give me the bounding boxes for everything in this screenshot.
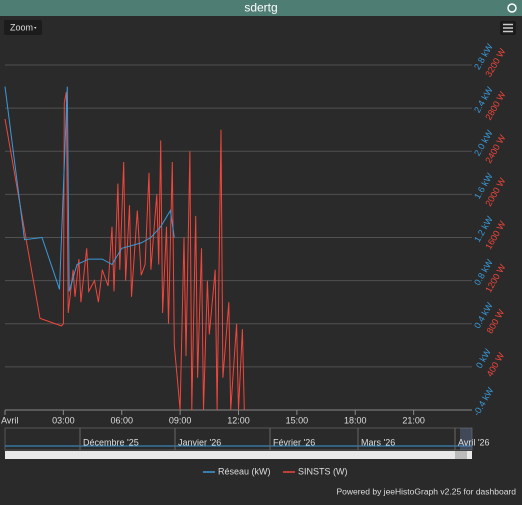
zoom-label: Zoom — [10, 22, 33, 32]
series-line — [4, 91, 245, 411]
navigator-label: Janvier '26 — [178, 437, 221, 447]
zoom-button[interactable]: Zoom — [4, 20, 42, 35]
widget-title: sdertg — [244, 1, 277, 15]
navigator-label: Avril '26 — [458, 437, 490, 447]
x-tick-label: 15:00 — [286, 415, 309, 425]
x-tick-label: 12:00 — [227, 415, 250, 425]
x-tick-label: 21:00 — [402, 415, 425, 425]
x-tick-label: 06:00 — [110, 415, 133, 425]
navigator-label: Mars '26 — [361, 437, 395, 447]
x-tick-label: 09:00 — [169, 415, 192, 425]
menu-button[interactable] — [500, 21, 516, 35]
navigator[interactable] — [4, 427, 473, 451]
series-line — [4, 86, 175, 292]
legend-label: SINSTS (W) — [298, 466, 348, 476]
credits: Powered by jeeHistoGraph v2.25 for dashb… — [336, 486, 516, 496]
x-tick-label: 18:00 — [344, 415, 367, 425]
refresh-icon[interactable] — [507, 3, 517, 13]
y-tick-label: -0.4 kW — [471, 385, 495, 417]
navigator-window[interactable] — [460, 428, 472, 450]
scrollbar[interactable] — [5, 451, 472, 459]
x-tick-label: 4. Avril — [0, 415, 18, 425]
navigator-label: Février '26 — [273, 437, 315, 447]
navigator-label: Décembre '25 — [83, 437, 139, 447]
legend-label: Réseau (kW) — [218, 466, 271, 476]
x-tick-label: 03:00 — [52, 415, 75, 425]
scrollbar-thumb[interactable] — [455, 451, 467, 459]
header-bar — [0, 0, 522, 16]
